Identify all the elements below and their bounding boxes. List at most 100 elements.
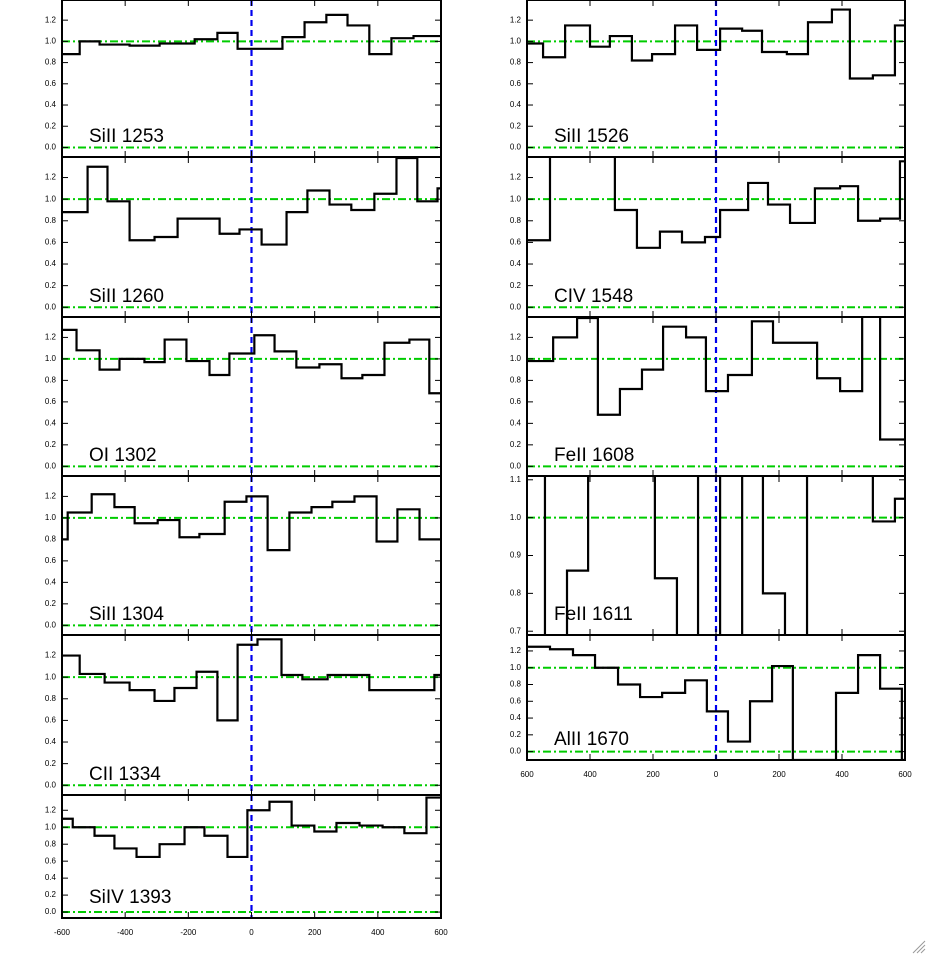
y-tick-label: 0.6 — [45, 238, 57, 247]
y-tick-label: 0.6 — [510, 79, 522, 88]
x-tick-label: 400 — [371, 928, 385, 937]
resize-grip — [912, 940, 926, 954]
panel: 0.0 0.2 0.4 0.6 0.8 1.0 1.2 OI 1302 — [45, 316, 442, 477]
y-tick-label: 1.2 — [45, 173, 57, 182]
x-tick-label: -200 — [180, 928, 197, 937]
y-tick-label: 0.9 — [510, 551, 522, 560]
spectrum-line — [543, 476, 905, 635]
x-tick-label: 600 — [898, 770, 912, 779]
x-tick-label: 600 — [434, 928, 448, 937]
spectrum-line — [62, 13, 441, 56]
y-tick-label: 0.8 — [510, 680, 522, 689]
y-tick-label: 1.0 — [510, 663, 522, 672]
y-tick-label: 0.8 — [45, 216, 57, 225]
panel-label: SiII 1253 — [89, 126, 164, 147]
panel-label: CIV 1548 — [554, 286, 633, 307]
y-tick-label: 0.0 — [510, 461, 522, 470]
y-tick-label: 0.2 — [45, 440, 57, 449]
panel-label: SiIV 1393 — [89, 887, 171, 908]
panel-label: OI 1302 — [89, 445, 157, 466]
spectrum-line — [62, 493, 441, 552]
y-tick-label: 1.2 — [510, 333, 522, 342]
y-tick-label: 0.6 — [45, 716, 57, 725]
panel-label: FeII 1608 — [554, 445, 634, 466]
y-tick-label: 0.6 — [45, 856, 57, 865]
y-tick-label: 1.0 — [45, 513, 57, 522]
y-tick-label: 0.2 — [45, 759, 57, 768]
y-tick-label: 1.0 — [510, 354, 522, 363]
y-tick-label: 0.6 — [45, 79, 57, 88]
y-tick-label: 1.0 — [45, 194, 57, 203]
y-tick-label: 1.0 — [45, 672, 57, 681]
y-tick-label: 0.0 — [45, 143, 57, 152]
y-tick-label: 0.8 — [45, 694, 57, 703]
spectrum-line — [527, 317, 905, 441]
y-tick-label: 0.4 — [45, 259, 57, 268]
y-tick-label: 0.8 — [510, 588, 522, 597]
y-tick-label: 0.8 — [510, 216, 522, 225]
x-tick-label: -600 — [54, 928, 71, 937]
y-tick-label: 0.0 — [510, 143, 522, 152]
panel: 0.0 0.2 0.4 0.6 0.8 1.0 1.2 SiII 1260 — [45, 156, 442, 318]
panel: 0.0 0.2 0.4 0.6 0.8 1.0 1.2 CIV 1548 — [510, 156, 906, 318]
y-tick-label: 0.6 — [510, 696, 522, 705]
y-tick-label: 0.0 — [45, 780, 57, 789]
y-tick-label: 0.8 — [45, 839, 57, 848]
y-tick-label: 0.4 — [45, 737, 57, 746]
panel-label: SiII 1260 — [89, 286, 164, 307]
panel-label: FeII 1611 — [554, 604, 633, 625]
y-tick-label: 1.2 — [510, 173, 522, 182]
y-tick-label: 0.4 — [510, 713, 522, 722]
y-tick-label: 1.2 — [510, 646, 522, 655]
x-tick-label: 200 — [308, 928, 322, 937]
y-tick-label: 0.6 — [510, 238, 522, 247]
x-tick-label: 400 — [583, 770, 597, 779]
y-tick-label: 0.8 — [510, 58, 522, 67]
y-tick-label: 0.2 — [45, 121, 57, 130]
y-tick-label: 1.2 — [510, 15, 522, 24]
y-tick-label: 0.6 — [45, 556, 57, 565]
y-tick-label: 1.2 — [45, 805, 57, 814]
y-tick-label: 1.2 — [45, 15, 57, 24]
panel: 0.0 0.2 0.4 0.6 0.8 1.0 1.2 FeII 1608 — [510, 316, 906, 477]
y-tick-label: 1.0 — [510, 36, 522, 45]
y-tick-label: 0.0 — [45, 302, 57, 311]
panel: 0.0 0.2 0.4 0.6 0.8 1.0 1.2 CII 1334 — [45, 634, 442, 796]
panel-label: CII 1334 — [89, 764, 161, 785]
panel: 0.0 0.2 0.4 0.6 0.8 1.0 1.2 -600 -400 -200 0 200 400… — [45, 794, 448, 937]
y-tick-label: 1.0 — [45, 354, 57, 363]
y-tick-label: 1.0 — [45, 822, 57, 831]
y-tick-label: 0.2 — [45, 890, 57, 899]
y-tick-label: 0.4 — [510, 100, 522, 109]
spectrum-line — [62, 796, 441, 859]
y-tick-label: 0.8 — [45, 375, 57, 384]
y-tick-label: 0.4 — [45, 100, 57, 109]
y-tick-label: 0.4 — [510, 259, 522, 268]
y-tick-label: 0.6 — [510, 397, 522, 406]
y-tick-label: 0.8 — [45, 58, 57, 67]
x-tick-label: 200 — [646, 770, 660, 779]
panel: 0.0 0.2 0.4 0.6 0.8 1.0 1.2 SiII 1526 — [510, 0, 906, 158]
y-tick-label: 0.2 — [510, 121, 522, 130]
y-tick-label: 0.0 — [510, 302, 522, 311]
y-tick-label: 0.8 — [510, 375, 522, 384]
panel-label: AlII 1670 — [554, 729, 629, 750]
y-tick-label: 0.4 — [45, 418, 57, 427]
y-tick-label: 0.2 — [510, 440, 522, 449]
panel: 0.0 0.2 0.4 0.6 0.8 1.0 1.2 600 400 200 0 200 400 600… — [510, 634, 912, 779]
y-tick-label: 0.4 — [45, 577, 57, 586]
x-tick-label: 400 — [835, 770, 849, 779]
y-tick-label: 0.4 — [510, 418, 522, 427]
y-tick-label: 0.2 — [510, 730, 522, 739]
y-tick-label: 0.6 — [45, 397, 57, 406]
y-tick-label: 1.0 — [510, 194, 522, 203]
y-tick-label: 0.8 — [45, 534, 57, 543]
y-tick-label: 1.0 — [510, 513, 522, 522]
y-tick-label: 1.2 — [45, 333, 57, 342]
panel: 0.0 0.2 0.4 0.6 0.8 1.0 1.2 SiII 1253 — [45, 0, 442, 158]
y-tick-label: 0.7 — [510, 626, 522, 635]
x-tick-label: 600 — [520, 770, 534, 779]
x-tick-label: -400 — [117, 928, 134, 937]
spectrum-line — [62, 157, 441, 246]
